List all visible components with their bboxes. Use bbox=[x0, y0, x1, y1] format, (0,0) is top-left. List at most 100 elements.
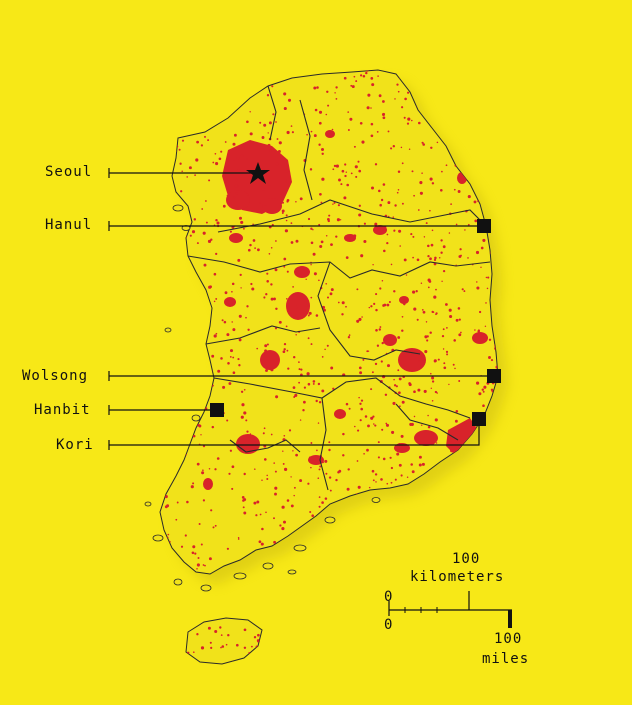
settlement-dot bbox=[273, 517, 275, 520]
settlement-dot bbox=[464, 229, 466, 231]
settlement-dot bbox=[210, 238, 213, 241]
settlement-dot bbox=[453, 188, 456, 191]
settlement-dot bbox=[207, 139, 210, 142]
settlement-dot bbox=[324, 595, 328, 599]
settlement-dot bbox=[171, 428, 174, 431]
settlement-dot bbox=[491, 206, 495, 209]
settlement-dot bbox=[485, 611, 490, 615]
settlement-dot bbox=[237, 536, 240, 539]
settlement-dot bbox=[229, 581, 231, 583]
settlement-dot bbox=[366, 350, 369, 353]
settlement-dot bbox=[254, 612, 258, 616]
settlement-dot bbox=[434, 390, 438, 394]
settlement-dot bbox=[338, 665, 341, 668]
settlement-dot bbox=[239, 273, 242, 277]
settlement-dot bbox=[399, 636, 403, 640]
settlement-dot bbox=[454, 419, 458, 423]
settlement-dot bbox=[328, 448, 331, 452]
settlement-dot bbox=[358, 169, 362, 173]
settlement-dot bbox=[183, 410, 186, 414]
scale-km-value: 100 bbox=[452, 551, 481, 567]
settlement-dot bbox=[256, 601, 258, 603]
settlement-dot bbox=[342, 578, 346, 582]
settlement-dot bbox=[250, 596, 255, 600]
settlement-dot bbox=[481, 480, 484, 483]
settlement-dot bbox=[183, 310, 186, 313]
settlement-dot bbox=[448, 383, 450, 386]
settlement-dot bbox=[406, 122, 410, 125]
settlement-dot bbox=[235, 643, 239, 647]
settlement-dot bbox=[422, 143, 426, 146]
settlement-dot bbox=[310, 466, 312, 469]
settlement-dot bbox=[340, 183, 343, 186]
settlement-dot bbox=[337, 204, 340, 207]
settlement-dot bbox=[264, 204, 267, 206]
settlement-dot bbox=[470, 94, 473, 97]
settlement-dot bbox=[344, 580, 347, 583]
settlement-dot bbox=[372, 415, 375, 418]
settlement-dot bbox=[483, 161, 486, 164]
settlement-dot bbox=[435, 664, 437, 666]
settlement-dot bbox=[455, 318, 459, 322]
settlement-dot bbox=[204, 327, 207, 330]
settlement-dot bbox=[418, 360, 421, 362]
settlement-dot bbox=[490, 388, 494, 392]
settlement-dot bbox=[319, 244, 323, 249]
settlement-dot bbox=[243, 511, 247, 515]
settlement-dot bbox=[246, 193, 249, 196]
settlement-dot bbox=[448, 656, 450, 658]
settlement-dot bbox=[408, 148, 411, 150]
settlement-dot bbox=[424, 77, 427, 79]
settlement-dot bbox=[415, 290, 418, 293]
settlement-dot bbox=[290, 476, 292, 478]
settlement-dot bbox=[390, 263, 393, 266]
settlement-dot bbox=[215, 162, 219, 166]
settlement-dot bbox=[437, 587, 440, 590]
settlement-dot bbox=[201, 208, 204, 210]
settlement-dot bbox=[482, 550, 484, 552]
settlement-dot bbox=[160, 242, 163, 245]
settlement-dot bbox=[283, 265, 286, 268]
settlement-dot bbox=[434, 256, 437, 260]
settlement-dot bbox=[186, 332, 189, 335]
settlement-dot bbox=[169, 124, 172, 127]
settlement-dot bbox=[491, 622, 495, 625]
settlement-dot bbox=[231, 608, 233, 610]
settlement-dot bbox=[327, 219, 330, 223]
settlement-dot bbox=[477, 453, 480, 456]
settlement-dot bbox=[400, 146, 403, 149]
settlement-dot bbox=[376, 131, 379, 133]
settlement-dot bbox=[195, 603, 198, 606]
settlement-dot bbox=[321, 659, 325, 663]
settlement-dot bbox=[421, 172, 423, 174]
settlement-dot bbox=[239, 216, 242, 220]
settlement-dot bbox=[353, 145, 356, 148]
settlement-dot bbox=[313, 565, 316, 568]
settlement-dot bbox=[401, 315, 404, 318]
settlement-dot bbox=[429, 177, 433, 181]
settlement-dot bbox=[324, 497, 328, 500]
settlement-dot bbox=[457, 622, 459, 625]
settlement-dot bbox=[332, 658, 335, 661]
settlement-dot bbox=[290, 504, 294, 508]
settlement-dot bbox=[202, 499, 206, 502]
settlement-dot bbox=[251, 570, 253, 573]
settlement-dot bbox=[320, 240, 324, 244]
settlement-dot bbox=[503, 167, 506, 170]
settlement-dot bbox=[267, 132, 269, 134]
settlement-dot bbox=[325, 235, 328, 237]
settlement-dot bbox=[400, 474, 403, 477]
settlement-dot bbox=[429, 209, 431, 212]
settlement-dot bbox=[393, 229, 396, 232]
settlement-dot bbox=[452, 95, 454, 98]
settlement-dot bbox=[307, 638, 310, 641]
settlement-dot bbox=[187, 411, 191, 414]
settlement-dot bbox=[183, 106, 187, 110]
settlement-dot bbox=[406, 476, 409, 479]
settlement-dot bbox=[178, 420, 182, 424]
settlement-dot bbox=[266, 343, 269, 346]
settlement-dot bbox=[385, 422, 388, 425]
settlement-dot bbox=[382, 457, 386, 461]
scale-mi-unit: miles bbox=[482, 651, 530, 667]
settlement-dot bbox=[465, 463, 468, 466]
